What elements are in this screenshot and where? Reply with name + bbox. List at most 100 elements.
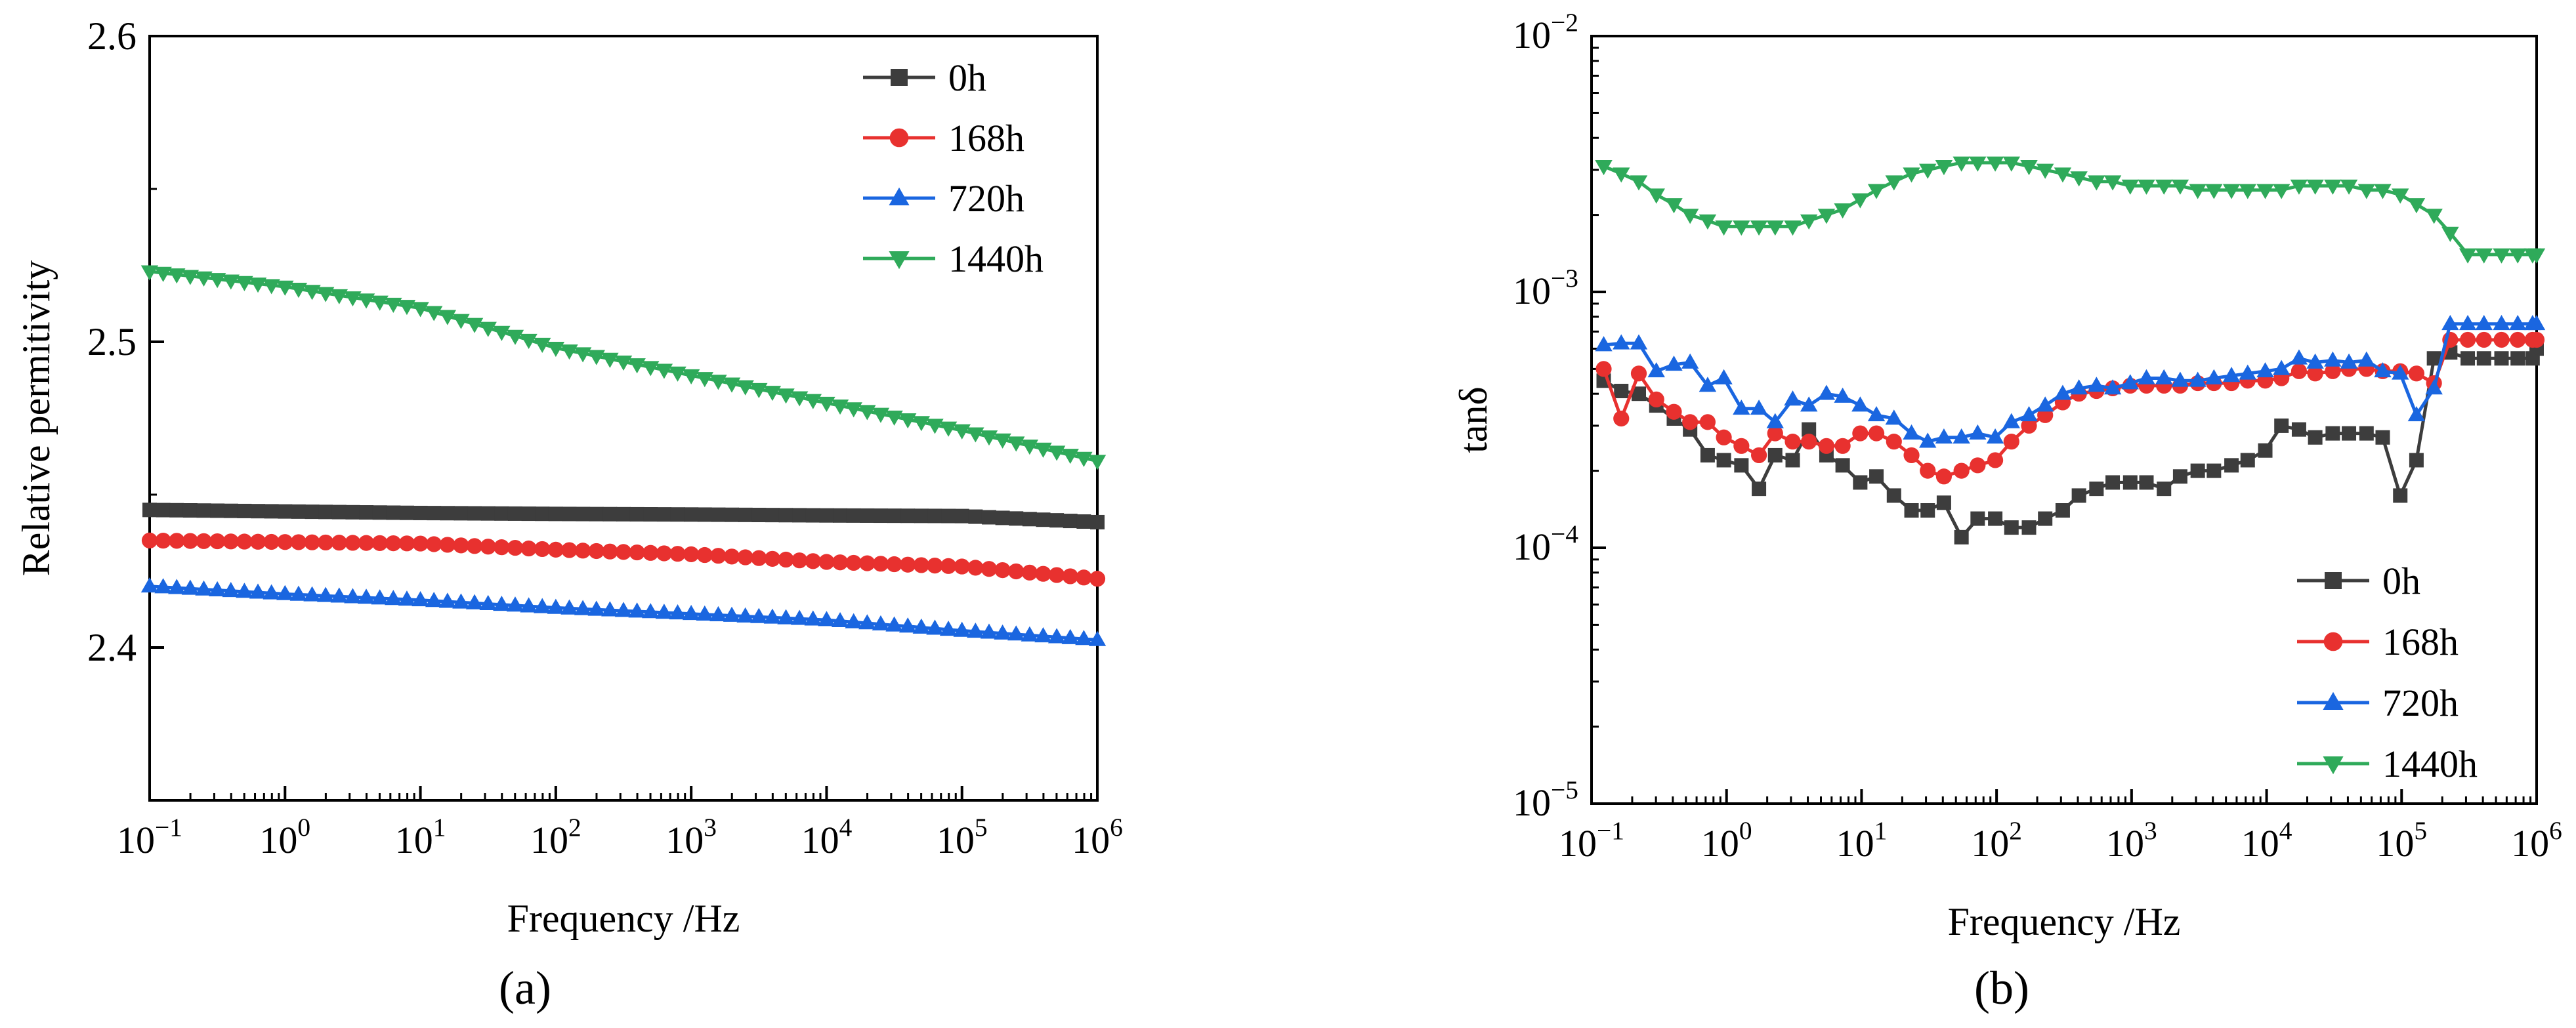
data-point-168h: [1716, 429, 1732, 445]
data-point-0h: [562, 506, 577, 522]
data-point-168h: [710, 548, 727, 564]
data-point-0h: [670, 507, 685, 522]
data-point-720h: [804, 610, 822, 626]
data-point-0h: [2172, 469, 2187, 484]
data-point-0h: [223, 503, 238, 518]
data-point-720h: [330, 587, 348, 603]
series-a-1440h: [140, 265, 1107, 470]
data-point-1440h: [953, 424, 971, 440]
data-point-1440h: [2475, 248, 2493, 264]
data-point-0h: [629, 506, 644, 522]
data-point-168h: [981, 561, 998, 577]
data-point-0h: [1920, 503, 1935, 518]
legend-marker-168h: [889, 128, 909, 148]
data-point-720h: [1647, 362, 1665, 378]
data-point-720h: [208, 581, 226, 596]
data-point-168h: [304, 534, 320, 550]
data-point-1440h: [614, 355, 633, 371]
data-point-1440h: [1715, 220, 1733, 236]
data-point-0h: [2393, 488, 2408, 503]
data-point-168h: [778, 551, 794, 568]
y-tick-label-b: 10−3: [1513, 264, 1578, 312]
data-point-0h: [142, 503, 157, 518]
data-point-0h: [2038, 511, 2053, 526]
data-point-0h: [2342, 426, 2357, 441]
data-point-720h: [1034, 627, 1052, 643]
legend-label-1440h: 1440h: [948, 237, 1044, 280]
data-point-0h: [2157, 482, 2172, 497]
data-point-0h: [1076, 514, 1091, 529]
data-point-0h: [2206, 463, 2222, 478]
data-point-168h: [1750, 447, 1767, 464]
data-point-720h: [1834, 387, 1851, 403]
legend-marker-720h: [2323, 691, 2344, 710]
series-b-1440h: [1595, 156, 2546, 264]
data-point-720h: [1953, 428, 1970, 444]
data-point-1440h: [195, 271, 213, 287]
data-point-168h: [1784, 434, 1801, 450]
data-point-1440h: [371, 295, 389, 311]
data-point-0h: [887, 508, 902, 524]
data-point-0h: [1785, 453, 1800, 468]
data-point-168h: [494, 539, 510, 556]
data-point-1440h: [1750, 220, 1768, 236]
data-point-0h: [2089, 482, 2104, 497]
data-point-0h: [873, 508, 888, 524]
data-point-720h: [953, 621, 971, 637]
data-point-1440h: [438, 310, 457, 325]
data-point-0h: [2224, 458, 2239, 473]
data-point-0h: [507, 506, 522, 521]
data-point-0h: [616, 506, 631, 522]
data-point-720h: [1665, 356, 1683, 371]
data-point-1440h: [2054, 167, 2072, 183]
data-point-0h: [1970, 511, 1985, 526]
data-point-1440h: [899, 413, 917, 429]
x-tick-label-a: 105: [937, 813, 988, 861]
data-point-1440h: [845, 402, 862, 418]
data-point-0h: [331, 504, 347, 520]
data-point-720h: [2222, 367, 2241, 382]
data-point-1440h: [1595, 160, 1613, 176]
x-axis-label-a: Frequency /Hz: [507, 897, 740, 940]
data-point-1440h: [1834, 203, 1851, 219]
data-point-720h: [1021, 626, 1039, 642]
data-point-168h: [994, 562, 1011, 579]
data-point-1440h: [885, 410, 903, 426]
data-point-720h: [1630, 334, 1648, 350]
data-point-168h: [371, 535, 388, 551]
data-point-720h: [303, 586, 321, 602]
data-point-168h: [1630, 365, 1647, 382]
data-point-1440h: [249, 278, 267, 293]
data-point-1440h: [140, 265, 159, 281]
data-point-168h: [1767, 425, 1783, 442]
data-point-168h: [561, 542, 578, 558]
data-point-1440h: [967, 427, 984, 443]
data-point-720h: [2002, 413, 2020, 428]
data-point-720h: [371, 589, 389, 605]
data-point-168h: [2307, 365, 2323, 382]
data-point-0h: [156, 503, 171, 518]
data-point-168h: [615, 544, 632, 560]
data-point-168h: [155, 533, 171, 549]
data-point-1440h: [357, 293, 375, 309]
x-tick-label-a: 102: [530, 813, 581, 861]
data-point-168h: [792, 552, 808, 569]
data-point-1440h: [1969, 156, 1987, 172]
data-point-1440h: [2407, 198, 2426, 214]
data-point-1440h: [547, 341, 565, 358]
data-point-168h: [2291, 363, 2308, 379]
data-point-0h: [981, 510, 996, 525]
series-a-168h: [141, 532, 1106, 587]
data-point-720h: [2189, 371, 2206, 387]
data-point-1440h: [1699, 214, 1717, 230]
data-point-0h: [278, 504, 293, 519]
data-point-168h: [534, 541, 551, 558]
data-point-1440h: [2357, 184, 2375, 199]
data-point-168h: [818, 554, 835, 570]
data-point-0h: [1009, 511, 1024, 526]
panel-b-chart: 10−1 100 101 102 103 104 105 106 10−5 10−4 10−3 10−…: [1452, 8, 2562, 943]
data-point-720h: [818, 611, 835, 627]
data-point-168h: [439, 537, 455, 553]
data-point-168h: [967, 560, 984, 576]
data-point-1440h: [493, 325, 511, 341]
